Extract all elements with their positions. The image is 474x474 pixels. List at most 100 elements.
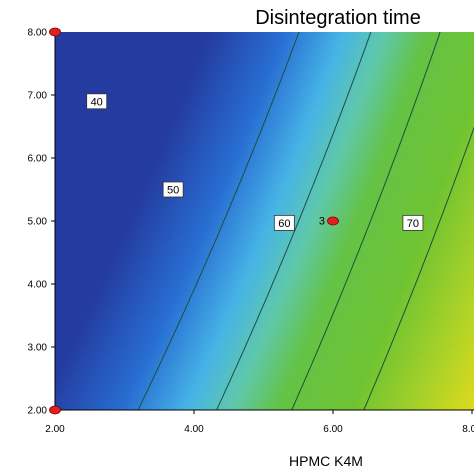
- heatmap-cell: [143, 260, 147, 264]
- heatmap-cell: [227, 340, 231, 344]
- heatmap-cell: [199, 268, 203, 272]
- heatmap-cell: [239, 320, 243, 324]
- heatmap-cell: [115, 140, 119, 144]
- heatmap-cell: [71, 380, 75, 384]
- heatmap-cell: [99, 152, 103, 156]
- heatmap-cell: [247, 60, 251, 64]
- heatmap-cell: [91, 356, 95, 360]
- heatmap-cell: [179, 304, 183, 308]
- heatmap-cell: [239, 56, 243, 60]
- heatmap-cell: [111, 272, 115, 276]
- heatmap-cell: [63, 196, 67, 200]
- heatmap-cell: [199, 200, 203, 204]
- heatmap-cell: [127, 108, 131, 112]
- heatmap-cell: [231, 96, 235, 100]
- heatmap-cell: [151, 352, 155, 356]
- heatmap-cell: [103, 144, 107, 148]
- heatmap-cell: [227, 300, 231, 304]
- heatmap-cell: [75, 44, 79, 48]
- heatmap-cell: [119, 404, 123, 408]
- heatmap-cell: [111, 280, 115, 284]
- heatmap-cell: [247, 284, 251, 288]
- heatmap-cell: [199, 288, 203, 292]
- heatmap-cell: [79, 392, 83, 396]
- heatmap-cell: [67, 72, 71, 76]
- heatmap-cell: [103, 184, 107, 188]
- heatmap-cell: [255, 292, 259, 296]
- heatmap-cell: [203, 116, 207, 120]
- heatmap-cell: [127, 168, 131, 172]
- heatmap-cell: [163, 176, 167, 180]
- heatmap-cell: [191, 44, 195, 48]
- heatmap-cell: [83, 72, 87, 76]
- heatmap-cell: [195, 192, 199, 196]
- heatmap-cell: [103, 204, 107, 208]
- heatmap-cell: [143, 60, 147, 64]
- heatmap-cell: [195, 316, 199, 320]
- heatmap-cell: [111, 68, 115, 72]
- heatmap-cell: [187, 360, 191, 364]
- heatmap-cell: [207, 352, 211, 356]
- heatmap-cell: [103, 344, 107, 348]
- heatmap-cell: [239, 132, 243, 136]
- heatmap-cell: [191, 404, 195, 408]
- heatmap-cell: [251, 308, 255, 312]
- heatmap-cell: [95, 276, 99, 280]
- heatmap-cell: [255, 232, 259, 236]
- heatmap-cell: [219, 296, 223, 300]
- heatmap-cell: [223, 284, 227, 288]
- heatmap-cell: [63, 100, 67, 104]
- heatmap-cell: [63, 364, 67, 368]
- heatmap-cell: [143, 124, 147, 128]
- heatmap-cell: [187, 72, 191, 76]
- heatmap-cell: [231, 268, 235, 272]
- heatmap-cell: [187, 356, 191, 360]
- heatmap-cell: [187, 68, 191, 72]
- heatmap-cell: [191, 276, 195, 280]
- heatmap-cell: [71, 108, 75, 112]
- heatmap-cell: [243, 84, 247, 88]
- heatmap-cell: [123, 152, 127, 156]
- heatmap-cell: [115, 276, 119, 280]
- heatmap-cell: [239, 168, 243, 172]
- heatmap-cell: [255, 388, 259, 392]
- heatmap-cell: [155, 120, 159, 124]
- heatmap-cell: [243, 356, 247, 360]
- heatmap-cell: [99, 252, 103, 256]
- heatmap-cell: [59, 220, 63, 224]
- heatmap-cell: [123, 228, 127, 232]
- heatmap-cell: [171, 240, 175, 244]
- heatmap-cell: [179, 156, 183, 160]
- heatmap-cell: [207, 268, 211, 272]
- heatmap-cell: [115, 248, 119, 252]
- heatmap-cell: [131, 104, 135, 108]
- heatmap-cell: [55, 172, 59, 176]
- heatmap-cell: [107, 188, 111, 192]
- heatmap-cell: [247, 104, 251, 108]
- heatmap-cell: [255, 156, 259, 160]
- heatmap-cell: [247, 348, 251, 352]
- heatmap-cell: [155, 384, 159, 388]
- heatmap-cell: [55, 52, 59, 56]
- heatmap-cell: [263, 196, 267, 200]
- heatmap-cell: [67, 308, 71, 312]
- heatmap-cell: [175, 348, 179, 352]
- heatmap-cell: [247, 300, 251, 304]
- heatmap-cell: [75, 236, 79, 240]
- heatmap-cell: [127, 240, 131, 244]
- heatmap-cell: [95, 284, 99, 288]
- heatmap-cell: [59, 396, 63, 400]
- heatmap-cell: [71, 104, 75, 108]
- heatmap-cell: [247, 360, 251, 364]
- heatmap-cell: [99, 408, 103, 410]
- heatmap-cell: [59, 76, 63, 80]
- heatmap-cell: [243, 376, 247, 380]
- heatmap-cell: [95, 72, 99, 76]
- heatmap-cell: [187, 348, 191, 352]
- heatmap-cell: [191, 272, 195, 276]
- heatmap-cell: [251, 372, 255, 376]
- heatmap-cell: [175, 152, 179, 156]
- heatmap-cell: [231, 172, 235, 176]
- heatmap-cell: [67, 376, 71, 380]
- heatmap-cell: [171, 392, 175, 396]
